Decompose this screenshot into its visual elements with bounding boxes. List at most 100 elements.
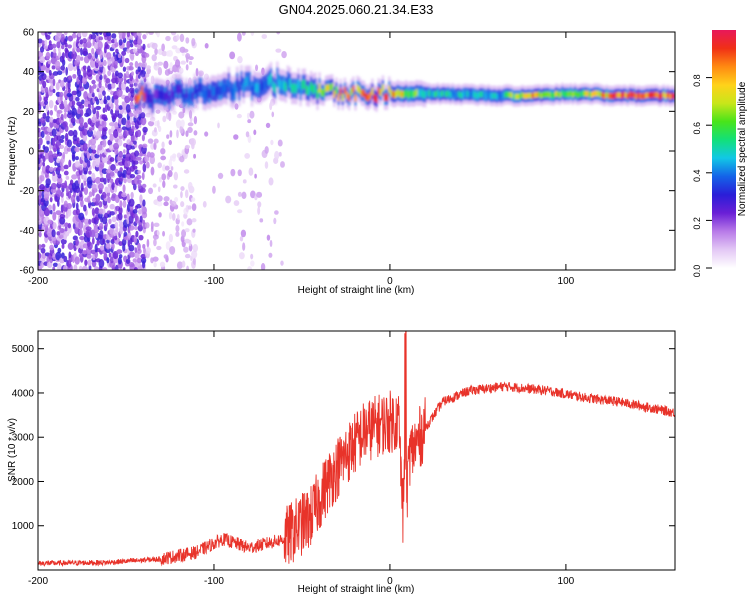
spectrogram-cell	[109, 211, 116, 216]
spectrogram-cell	[99, 177, 105, 183]
spectrogram-cell	[93, 42, 99, 50]
spectrogram-cell	[156, 245, 162, 251]
spectrogram-cell	[71, 33, 77, 39]
spectrogram-cell	[66, 139, 72, 148]
spectrogram-cell	[83, 218, 90, 225]
spectrogram-cell	[49, 196, 53, 203]
spectrogram-cell	[115, 48, 119, 54]
spectrogram-y-tick-label: -40	[20, 226, 35, 237]
spectrogram-ridge-core	[592, 90, 596, 97]
spectrogram-cell	[156, 230, 160, 236]
spectrogram-cell	[86, 41, 92, 49]
spectrogram-ridge-core	[265, 78, 268, 88]
spectrogram-cell	[138, 234, 144, 241]
spectrogram-ridge-core	[282, 80, 285, 90]
spectrogram-cell	[76, 137, 80, 145]
spectrogram-cell	[136, 129, 142, 138]
spectrogram-ridge-core	[295, 84, 298, 94]
spectrogram-cell	[121, 192, 127, 198]
spectrogram-cell	[132, 48, 138, 53]
spectrogram-ridge-core	[198, 82, 201, 92]
spectrogram-ridge-core	[312, 85, 315, 94]
spectrogram-ridge-core	[257, 83, 260, 93]
snr-x-tick-label: 0	[387, 576, 393, 587]
spectrogram-cell	[134, 150, 140, 157]
spectrogram-cell	[191, 37, 196, 47]
spectrogram-ridge-core	[316, 89, 319, 99]
spectrogram-cell	[54, 160, 57, 167]
spectrogram-ridge-core	[339, 87, 342, 96]
spectrogram-ridge-core	[324, 84, 328, 93]
spectrogram-cell	[155, 109, 161, 114]
spectrogram-ridge-core	[345, 91, 349, 99]
spectrogram-cell	[48, 166, 54, 173]
spectrogram-cell	[105, 187, 112, 193]
spectrogram-cell	[187, 181, 193, 191]
spectrogram-cell	[145, 222, 150, 229]
spectrogram-cell	[117, 76, 124, 83]
spectrogram-ridge-core	[377, 87, 380, 95]
spectrogram-cell	[117, 138, 123, 147]
spectrogram-cell	[152, 256, 159, 262]
spectrogram-cell	[49, 244, 54, 251]
spectrogram-cell	[38, 38, 43, 44]
spectrogram-cell	[102, 267, 108, 270]
spectrogram-cell	[113, 59, 118, 67]
spectrogram-cell	[139, 160, 144, 165]
spectrogram-cell	[64, 132, 69, 142]
spectrogram-cell	[118, 132, 123, 137]
spectrogram-ridge-core	[474, 92, 477, 99]
spectrogram-cell	[107, 83, 112, 90]
spectrogram-cell	[141, 143, 148, 149]
spectrogram-cell	[80, 199, 84, 208]
spectrogram-cell	[130, 145, 136, 150]
spectrogram-ridge-core	[259, 83, 262, 93]
spectrogram-ridge-core	[274, 83, 277, 93]
spectrogram-cell	[188, 239, 192, 247]
spectrogram-cell	[140, 116, 147, 126]
spectrogram-ridge-core	[571, 91, 575, 98]
spectrogram-cell	[249, 110, 255, 119]
spectrogram-cell	[142, 243, 146, 249]
snr-y-tick-label: 1000	[12, 521, 35, 532]
spectrogram-x-axis-label: Height of straight line (km)	[298, 285, 415, 296]
spectrogram-ridge-core	[181, 88, 184, 98]
spectrogram-ridge-core	[614, 92, 617, 99]
spectrogram-cell	[124, 57, 130, 64]
spectrogram-ridge-core	[512, 93, 515, 100]
spectrogram-ridge-core	[383, 93, 387, 101]
spectrogram-cell	[191, 197, 196, 202]
spectrogram-ridge-core	[221, 84, 224, 94]
spectrogram-ridge-core	[386, 93, 389, 101]
spectrogram-cell	[172, 110, 177, 115]
spectrogram-cell	[101, 168, 108, 175]
spectrogram-ridge-core	[540, 92, 543, 99]
spectrogram-cell	[142, 43, 146, 51]
spectrogram-ridge-core	[483, 91, 486, 98]
spectrogram-cell	[137, 242, 141, 251]
spectrogram-cell	[128, 112, 134, 117]
spectrogram-cell	[253, 129, 257, 136]
spectrogram-cell	[128, 65, 134, 71]
spectrogram-ridge-core	[276, 72, 279, 82]
spectrogram-cell	[54, 60, 61, 69]
spectrogram-y-tick-label: 0	[28, 147, 34, 158]
spectrogram-ridge-core	[196, 89, 199, 99]
spectrogram-cell	[43, 44, 48, 50]
spectrogram-cell	[135, 156, 142, 161]
spectrogram-ridge-core	[647, 92, 651, 99]
spectrogram-ridge-core	[607, 93, 610, 99]
spectrogram-cell	[185, 64, 189, 71]
spectrogram-cell	[95, 32, 99, 37]
spectrogram-cell	[90, 33, 97, 40]
spectrogram-cell	[39, 174, 45, 182]
spectrogram-cell	[98, 32, 103, 36]
spectrogram-cell	[212, 185, 216, 194]
spectrogram-cell	[170, 200, 177, 207]
spectrogram-cell	[161, 173, 167, 181]
spectrogram-cell	[184, 144, 191, 149]
spectrogram-cell	[56, 109, 63, 114]
spectrogram-cell	[204, 131, 209, 137]
spectrogram-cell	[94, 266, 99, 270]
spectrogram-ridge-core	[318, 83, 321, 93]
